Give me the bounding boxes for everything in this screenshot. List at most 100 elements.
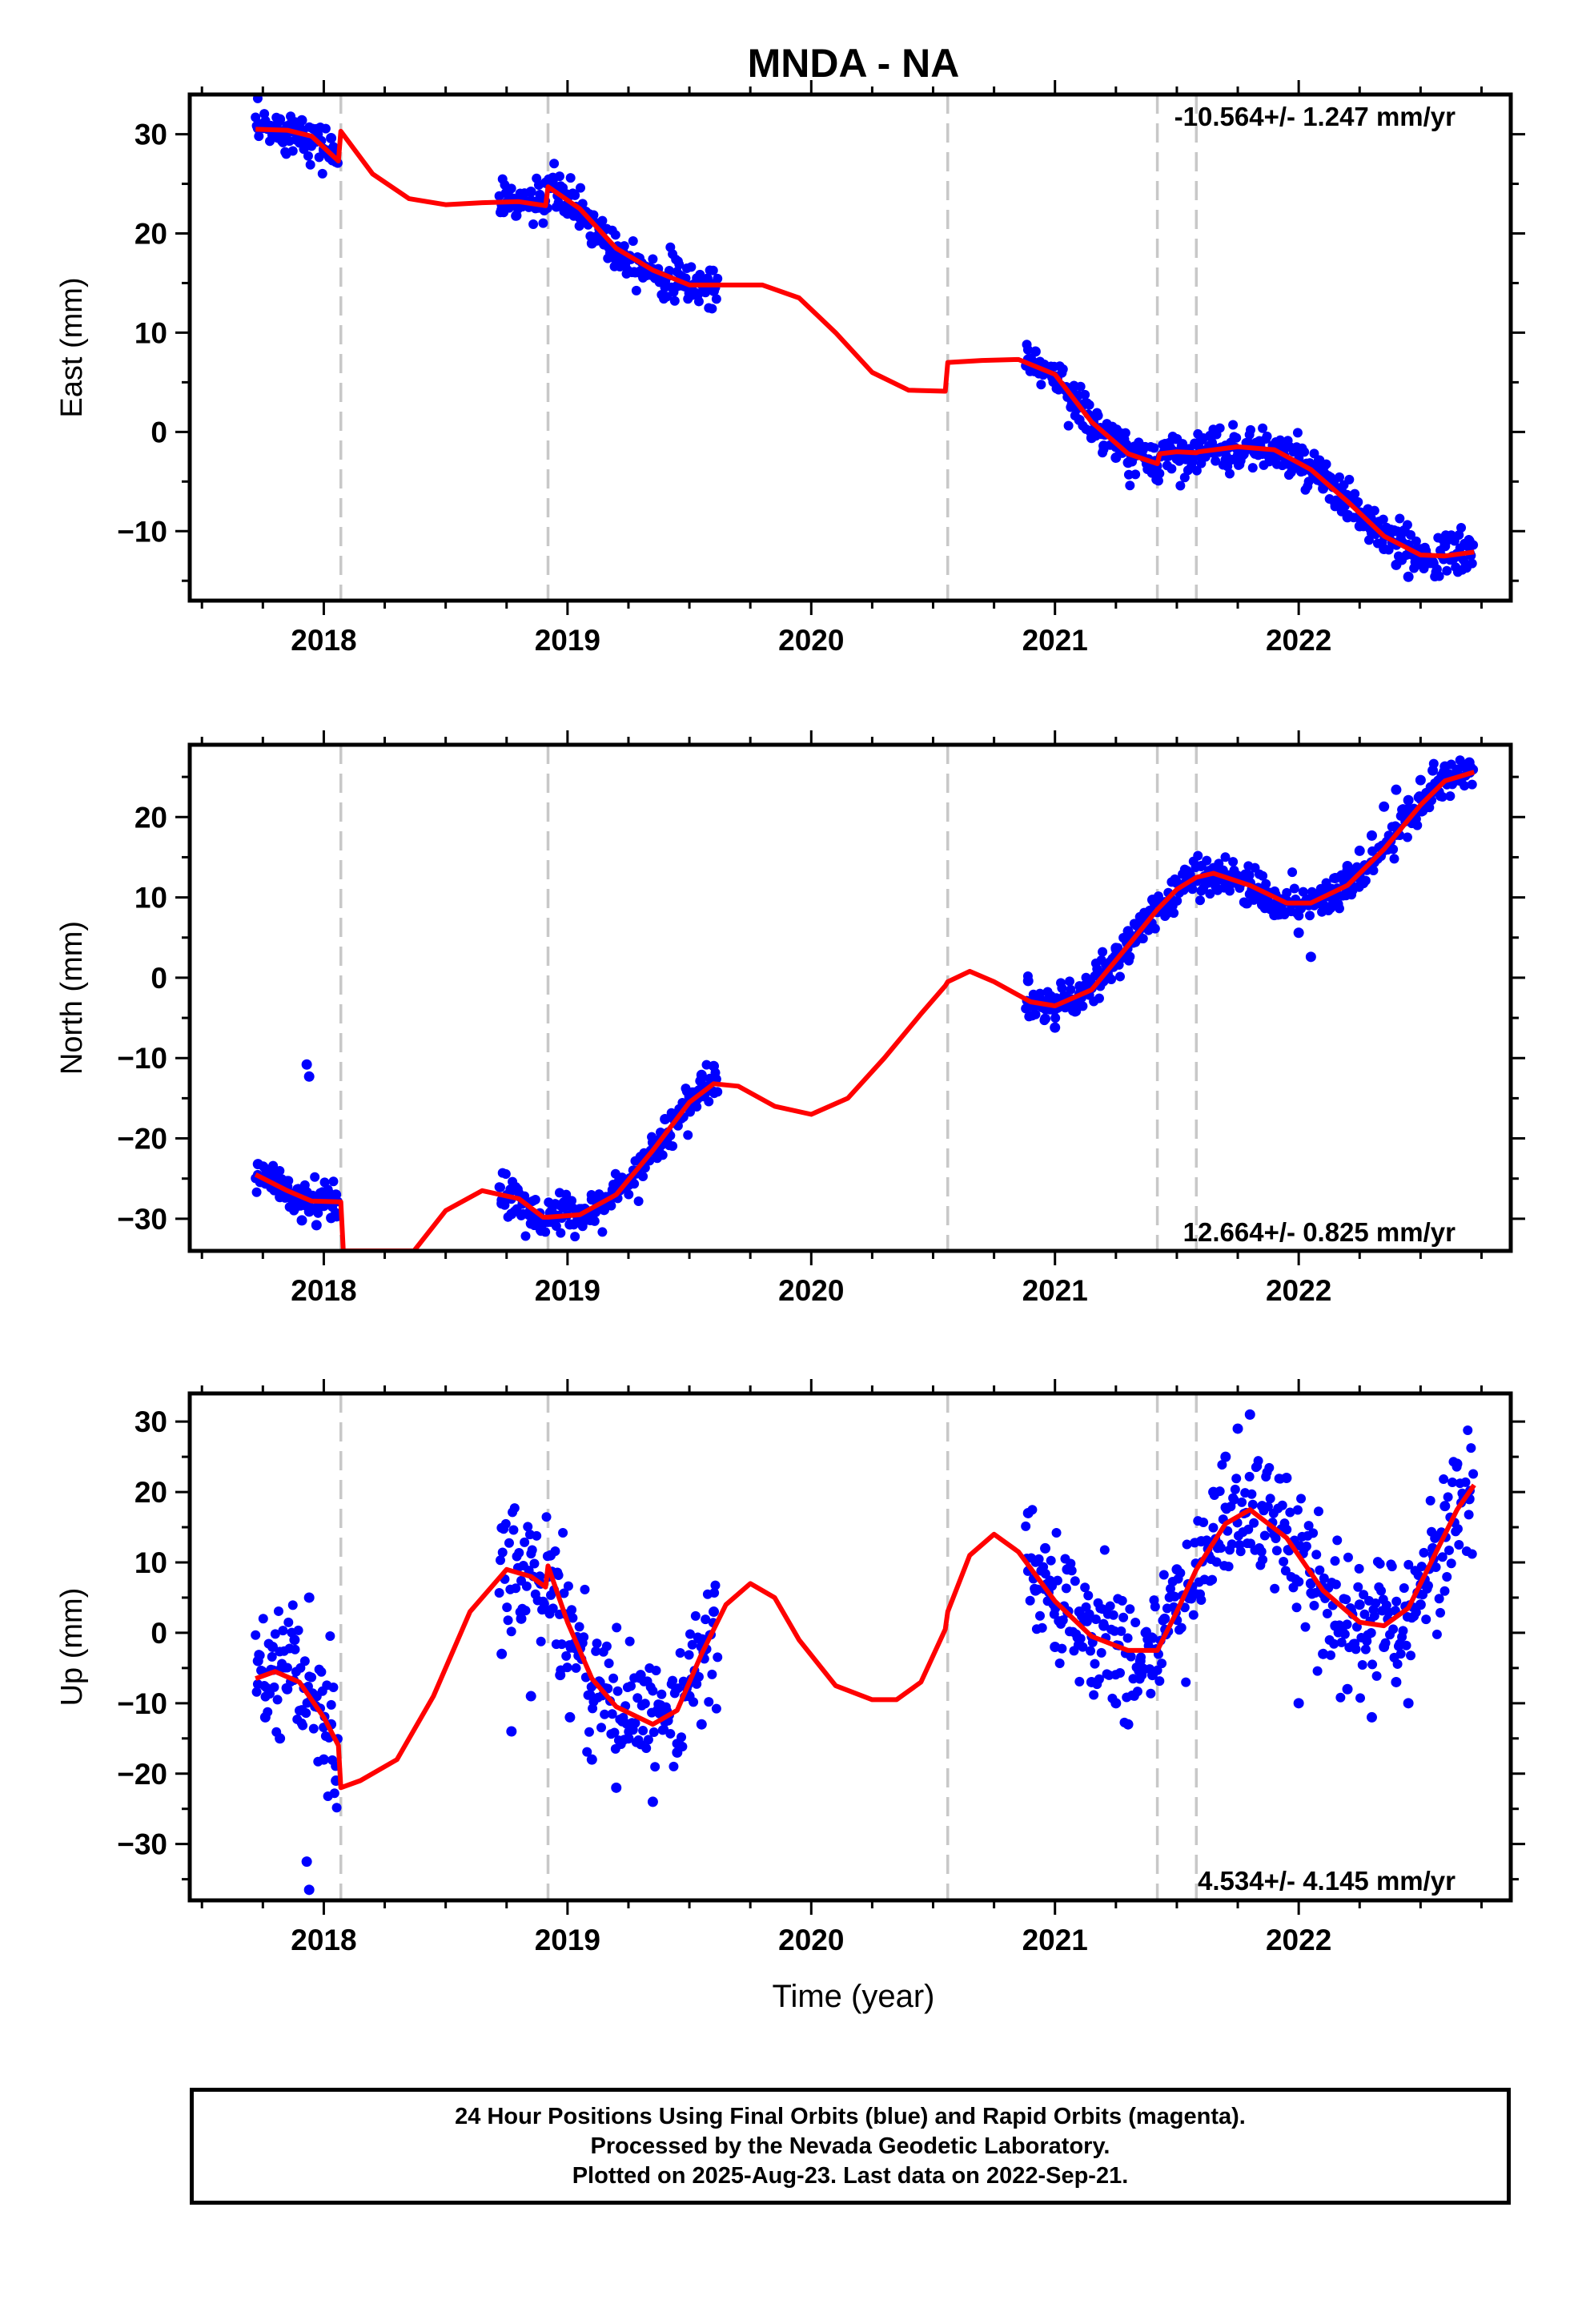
daily-position-point: [1202, 855, 1212, 866]
daily-position-point: [631, 285, 641, 296]
observation-point: [1403, 794, 1414, 806]
daily-position-point: [574, 221, 584, 231]
daily-position-point: [258, 1614, 268, 1624]
daily-position-point: [1467, 1549, 1477, 1559]
daily-position-point: [1467, 779, 1477, 790]
daily-position-point: [1303, 1521, 1314, 1531]
daily-position-point: [1350, 489, 1360, 499]
daily-position-point: [527, 1545, 537, 1555]
daily-position-point: [1034, 1554, 1044, 1564]
daily-position-point: [1319, 1573, 1329, 1583]
daily-position-point: [673, 1683, 683, 1694]
daily-position-point: [1094, 1674, 1104, 1684]
daily-position-point: [1399, 1582, 1409, 1593]
daily-position-point: [1061, 1583, 1071, 1594]
observation-point: [611, 1782, 622, 1793]
daily-position-point: [1080, 389, 1090, 400]
x-tick-label: 2020: [778, 1924, 844, 1956]
daily-position-point: [1437, 791, 1447, 802]
daily-position-point: [1378, 514, 1388, 525]
daily-position-point: [549, 159, 560, 169]
daily-position-point: [495, 1182, 505, 1192]
daily-position-point: [1401, 1640, 1411, 1651]
daily-position-point: [287, 146, 298, 156]
daily-position-point: [1115, 1667, 1126, 1678]
daily-position-point: [1287, 867, 1298, 878]
daily-position-point: [683, 1130, 693, 1140]
daily-position-point: [1228, 857, 1239, 867]
daily-position-point: [1253, 1456, 1263, 1466]
daily-position-point: [1387, 1562, 1397, 1572]
model-line: [255, 1483, 1476, 1791]
daily-position-point: [563, 1581, 573, 1591]
observation-point: [496, 1648, 508, 1659]
daily-position-point: [1227, 454, 1237, 464]
daily-position-point: [1311, 1550, 1322, 1560]
daily-position-point: [1261, 879, 1271, 889]
daily-position-point: [1107, 1693, 1118, 1703]
daily-position-point: [589, 1216, 600, 1226]
daily-position-point: [1421, 1614, 1431, 1625]
daily-position-point: [329, 1788, 339, 1799]
velocity-rate-label: 12.664+/- 0.825 mm/yr: [1183, 1217, 1456, 1247]
daily-position-point: [1058, 1615, 1068, 1626]
daily-position-point: [317, 168, 327, 179]
daily-position-point: [1454, 1539, 1464, 1550]
daily-position-point: [1431, 1562, 1441, 1573]
daily-position-point: [1227, 1539, 1237, 1550]
daily-position-point: [1108, 1610, 1118, 1620]
daily-position-point: [1402, 832, 1412, 842]
daily-position-point: [520, 1606, 531, 1616]
daily-position-point: [708, 265, 718, 275]
daily-position-point: [273, 1606, 283, 1616]
observation-point: [303, 1884, 315, 1896]
daily-position-point: [1216, 1542, 1227, 1553]
daily-position-point: [704, 1697, 714, 1707]
observation-point: [1415, 774, 1426, 786]
observation-point: [1040, 1542, 1051, 1554]
daily-position-point: [597, 1227, 608, 1237]
daily-position-point: [1330, 1556, 1340, 1566]
daily-position-point: [252, 94, 263, 103]
daily-position-point: [668, 1141, 678, 1152]
daily-position-point: [1078, 1001, 1088, 1011]
plot-frame: [187, 1391, 1513, 1903]
daily-position-point: [328, 142, 339, 152]
daily-position-point: [1215, 1486, 1225, 1497]
y-tick-label: −20: [117, 1123, 167, 1156]
observation-point: [311, 1220, 322, 1231]
daily-position-point: [1117, 1595, 1127, 1606]
daily-position-point: [1435, 1607, 1446, 1618]
daily-position-point: [290, 1644, 300, 1655]
daily-position-point: [1150, 923, 1160, 934]
daily-position-point: [540, 1227, 551, 1237]
y-tick-label: 10: [135, 316, 167, 349]
x-tick-label: 2022: [1266, 624, 1331, 657]
daily-position-point: [567, 1605, 577, 1615]
observation-point: [709, 1606, 720, 1618]
daily-position-point: [1388, 844, 1399, 854]
daily-position-point: [692, 1102, 702, 1112]
daily-position-point: [1106, 975, 1117, 985]
y-tick-label: −10: [117, 515, 167, 548]
daily-position-point: [1182, 1539, 1192, 1550]
daily-position-point: [711, 1703, 721, 1714]
daily-position-point: [609, 1727, 620, 1738]
daily-position-point: [1363, 535, 1374, 545]
y-axis-label: North (mm): [55, 921, 89, 1075]
daily-position-point: [586, 1190, 596, 1200]
observation-point: [301, 1856, 312, 1868]
daily-position-point: [1388, 1624, 1399, 1634]
daily-position-point: [1292, 428, 1303, 438]
observation-point: [1354, 1599, 1365, 1610]
daily-position-point: [500, 1200, 510, 1210]
daily-position-point: [1131, 920, 1142, 931]
observation-point: [1293, 1698, 1304, 1709]
east-panel: 2018 2019 2020 2021 2022 −10 0 10 20 30 East (mm) -…: [55, 80, 1525, 657]
daily-position-point: [1310, 1587, 1320, 1598]
daily-position-point: [1144, 1664, 1154, 1675]
daily-position-point: [607, 1709, 617, 1719]
y-tick-label: −30: [117, 1203, 167, 1236]
daily-position-point: [565, 173, 576, 183]
